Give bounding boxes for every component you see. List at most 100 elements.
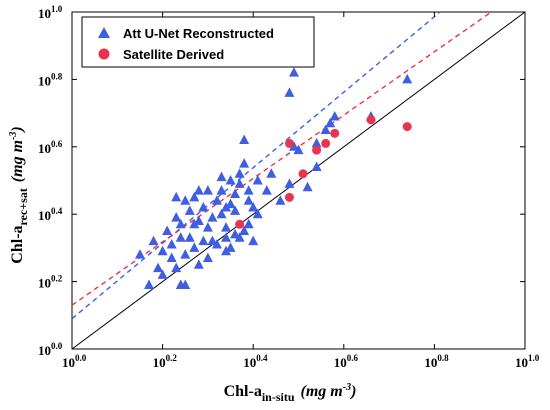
data-point-triangle <box>153 262 164 273</box>
data-point-triangle <box>175 232 186 242</box>
data-point-circle <box>298 169 308 179</box>
data-point-circle <box>366 115 376 125</box>
data-point-triangle <box>184 205 195 215</box>
data-point-triangle <box>239 158 250 168</box>
y-tick-label: 100.8 <box>38 71 63 88</box>
x-axis-ticks: 100.0 100.2 100.4 100.6 100.8 101.0 <box>62 12 540 370</box>
data-point-triangle <box>234 168 245 178</box>
data-point-circle <box>402 122 412 132</box>
data-point-triangle <box>166 252 177 263</box>
data-point-circle <box>321 138 331 148</box>
data-point-triangle <box>230 188 241 198</box>
data-point-triangle <box>325 117 336 128</box>
y-tick-label: 100.2 <box>38 274 63 291</box>
x-axis-title-open: ( <box>301 383 308 400</box>
data-point-triangle <box>225 242 236 252</box>
data-point-triangle <box>216 185 227 195</box>
data-point-triangle <box>221 222 232 232</box>
data-point-triangle <box>230 205 241 215</box>
data-point-triangle <box>216 171 227 182</box>
data-point-triangle <box>311 137 322 148</box>
legend-label-reconstructed: Att U-Net Reconstructed <box>123 26 274 41</box>
data-point-triangle <box>329 110 340 121</box>
data-point-triangle <box>248 235 259 246</box>
y-tick-label: 100.0 <box>38 341 63 358</box>
data-point-triangle <box>189 191 200 202</box>
x-axis-title-unit-sup: -3 <box>343 382 351 393</box>
data-point-triangle <box>293 144 304 155</box>
y-tick-label: 100.6 <box>38 139 63 156</box>
data-point-circle <box>284 192 294 202</box>
data-point-triangle <box>230 228 241 239</box>
data-point-triangle <box>207 235 218 246</box>
data-point-triangle <box>221 232 232 242</box>
legend-box <box>81 16 315 68</box>
y-axis-title-main: Chl-a <box>9 225 26 263</box>
data-point-triangle <box>134 249 145 259</box>
y-tick-label: 101.0 <box>38 4 63 21</box>
legend-triangle-icon <box>98 27 110 38</box>
data-points <box>134 67 413 289</box>
data-point-triangle <box>144 279 155 289</box>
y-tick-label: 100.4 <box>38 206 63 223</box>
data-point-triangle <box>198 235 209 246</box>
x-axis-title-sub: in-situ <box>262 390 295 404</box>
x-tick-label: 100.4 <box>243 353 268 370</box>
x-tick-label: 101.0 <box>515 353 540 370</box>
data-point-triangle <box>193 215 204 225</box>
data-point-triangle <box>225 198 236 209</box>
data-point-triangle <box>234 232 245 242</box>
data-point-triangle <box>148 235 159 246</box>
data-point-triangle <box>202 222 213 232</box>
data-point-triangle <box>193 185 204 195</box>
x-tick-label: 100.0 <box>62 353 87 370</box>
y-axis-title-open: ( <box>9 175 26 182</box>
data-point-triangle <box>175 218 186 229</box>
data-point-triangle <box>207 212 218 222</box>
data-point-triangle <box>157 245 168 256</box>
y-axis-title-unit: mg m <box>9 140 26 177</box>
data-point-triangle <box>266 168 277 178</box>
data-point-circle <box>235 219 245 229</box>
data-point-triangle <box>311 161 322 172</box>
data-point-triangle <box>288 141 299 151</box>
legend-label-satellite: Satellite Derived <box>123 47 224 62</box>
y-axis-title-sub: rec+sat <box>16 188 30 225</box>
x-tick-label: 100.6 <box>334 353 359 370</box>
data-point-triangle <box>162 225 173 236</box>
data-point-triangle <box>234 178 245 188</box>
data-point-triangle <box>243 185 254 195</box>
y-axis-ticks: 100.0 100.2 100.4 100.6 100.8 101.0 <box>38 4 525 358</box>
data-point-triangle <box>216 208 227 219</box>
fit-line-reconstructed <box>71 11 441 320</box>
data-point-triangle <box>284 87 295 97</box>
data-point-triangle <box>193 259 204 269</box>
y-axis-title-unit-sup: -3 <box>8 132 19 140</box>
data-point-triangle <box>184 232 195 242</box>
data-point-triangle <box>284 178 295 188</box>
data-point-triangle <box>171 191 182 202</box>
x-axis-title-main: Chl-a <box>224 383 262 400</box>
data-point-triangle <box>221 201 232 212</box>
data-point-circle <box>330 128 340 138</box>
data-point-triangle <box>198 201 209 212</box>
x-axis-title-close: ) <box>349 383 356 400</box>
x-tick-label: 100.2 <box>153 353 178 370</box>
data-point-triangle <box>243 195 254 205</box>
legend: Att U-Net Reconstructed Satellite Derive… <box>81 16 315 68</box>
data-point-triangle <box>239 134 250 145</box>
data-point-triangle <box>211 239 222 249</box>
data-point-triangle <box>157 269 168 279</box>
data-point-triangle <box>243 218 254 229</box>
data-point-triangle <box>180 279 191 289</box>
data-point-triangle <box>288 67 299 77</box>
y-axis-title: Chl-arec+sat (mg m-3) <box>8 126 30 263</box>
x-axis-title: Chl-ain-situ (mg m-3) <box>224 382 357 404</box>
x-tick-label: 100.8 <box>424 353 449 370</box>
data-point-triangle <box>252 175 263 185</box>
data-point-triangle <box>261 185 272 195</box>
data-point-triangle <box>225 175 236 185</box>
data-point-triangle <box>248 201 259 212</box>
x-axis-title-unit: mg m <box>306 383 343 400</box>
identity-line <box>71 11 526 350</box>
